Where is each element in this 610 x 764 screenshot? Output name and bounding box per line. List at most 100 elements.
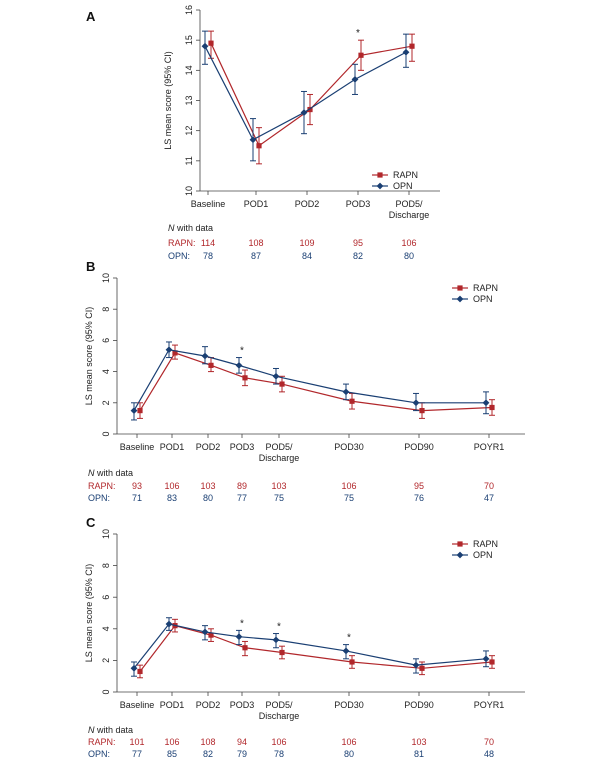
data-point-opn	[482, 655, 490, 663]
data-point-rapn	[279, 649, 285, 656]
x-tick-label: POD5/Discharge	[259, 442, 300, 463]
n-row-value: 84	[302, 251, 312, 261]
legend-marker-rapn	[377, 172, 383, 178]
x-tick-label: Baseline	[120, 700, 155, 710]
y-tick-label: 15	[184, 35, 194, 45]
legend-label: OPN	[393, 181, 413, 191]
data-point-rapn	[208, 632, 214, 638]
y-tick-label: 6	[101, 338, 111, 343]
data-point-opn	[272, 372, 280, 380]
x-tick-label-line: POD2	[196, 700, 221, 710]
y-tick-label: 2	[101, 400, 111, 405]
n-row-value: 81	[414, 749, 424, 759]
data-point-opn	[165, 346, 173, 354]
n-row-value: 77	[132, 749, 142, 759]
n-suffix: with data	[95, 468, 134, 478]
y-tick-label: 10	[101, 529, 111, 539]
x-tick-label-line: Baseline	[191, 199, 226, 209]
n-with-data-label: N with data	[88, 725, 133, 735]
x-tick-label-line: Discharge	[259, 453, 300, 463]
legend-label: RAPN	[473, 283, 498, 293]
x-tick-label-line: POD2	[295, 199, 320, 209]
y-tick-label: 0	[101, 431, 111, 436]
n-suffix: with data	[175, 223, 214, 233]
n-row-value: 47	[484, 493, 494, 503]
n-row-value: 80	[344, 749, 354, 759]
n-italic: N	[168, 223, 175, 233]
x-tick-label-line: Discharge	[389, 210, 430, 220]
n-row-label: RAPN:	[88, 737, 116, 747]
n-row-value: 108	[248, 238, 263, 248]
n-row-value: 75	[274, 493, 284, 503]
series-line-rapn	[139, 352, 493, 412]
y-tick-label: 0	[101, 689, 111, 694]
x-tick-label-line: POD3	[230, 442, 255, 452]
x-tick-label-line: POD3	[230, 700, 255, 710]
series-line-opn	[133, 623, 487, 669]
x-tick-label: POD1	[160, 700, 185, 710]
x-tick-label: Baseline	[120, 442, 155, 452]
x-tick-label: POD2	[295, 199, 320, 209]
data-point-rapn	[208, 362, 214, 368]
x-tick-label: POD1	[244, 199, 269, 209]
n-row-label: RAPN:	[88, 481, 116, 491]
data-point-opn	[342, 388, 350, 396]
y-tick-label: 16	[184, 5, 194, 15]
panel-letter: B	[86, 259, 95, 274]
data-point-opn	[342, 647, 350, 655]
n-row-value: 103	[271, 481, 286, 491]
data-point-rapn	[137, 668, 143, 675]
n-row-value: 89	[237, 481, 247, 491]
data-point-opn	[235, 361, 243, 369]
legend-label: RAPN	[473, 539, 498, 549]
n-row-value: 106	[341, 737, 356, 747]
n-row-label: OPN:	[88, 493, 110, 503]
significance-star: *	[356, 28, 360, 39]
series-line-rapn	[139, 624, 493, 672]
panel-letter: A	[86, 9, 96, 24]
data-point-opn	[300, 109, 308, 116]
data-point-opn	[482, 399, 490, 407]
x-tick-label-line: POD1	[244, 199, 269, 209]
n-row-value: 114	[201, 238, 215, 248]
n-italic: N	[88, 725, 95, 735]
data-point-opn	[235, 633, 243, 641]
y-tick-label: 12	[184, 126, 194, 136]
y-tick-label: 13	[184, 95, 194, 105]
series-line-opn	[133, 349, 486, 411]
n-italic: N	[88, 468, 95, 478]
x-tick-label-line: POYR1	[474, 700, 505, 710]
data-point-opn	[351, 75, 359, 83]
n-row-value: 82	[203, 749, 213, 759]
y-tick-label: 4	[101, 369, 111, 374]
n-row-value: 77	[237, 493, 247, 503]
n-row-label: RAPN:	[168, 238, 196, 248]
n-row-label: OPN:	[88, 749, 110, 759]
chart-panel-b: B 0 2 4 6 8 10 LS mean score (95% CI) Baseline PO…	[84, 259, 525, 503]
n-row-value: 95	[353, 238, 363, 248]
y-tick-label: 8	[101, 563, 111, 568]
x-tick-label: POD2	[196, 442, 221, 452]
panel-letter: C	[86, 515, 96, 530]
data-point-rapn	[279, 381, 285, 387]
y-tick-label: 4	[101, 626, 111, 631]
n-row-value: 106	[164, 481, 179, 491]
n-row-value: 76	[414, 493, 424, 503]
data-point-rapn	[349, 659, 355, 665]
data-point-rapn	[489, 404, 495, 411]
x-tick-label-line: POD1	[160, 442, 185, 452]
n-row-value: 83	[167, 493, 177, 503]
x-tick-label-line: POD90	[404, 442, 434, 452]
x-tick-label: POD1	[160, 442, 185, 452]
x-tick-label: Baseline	[191, 199, 226, 209]
data-point-rapn	[349, 398, 355, 404]
y-tick-label: 14	[184, 65, 194, 75]
x-tick-label: POD3	[230, 700, 255, 710]
y-tick-label: 2	[101, 658, 111, 663]
legend-marker-rapn	[457, 285, 463, 291]
x-tick-label: POD30	[334, 442, 364, 452]
x-tick-label-line: Discharge	[259, 711, 300, 721]
n-row-value: 106	[401, 238, 416, 248]
n-row-value: 108	[200, 737, 215, 747]
chart-panel-c: C 0 2 4 6 8 10 LS mean score (95% CI) Baseline PO…	[84, 515, 525, 759]
